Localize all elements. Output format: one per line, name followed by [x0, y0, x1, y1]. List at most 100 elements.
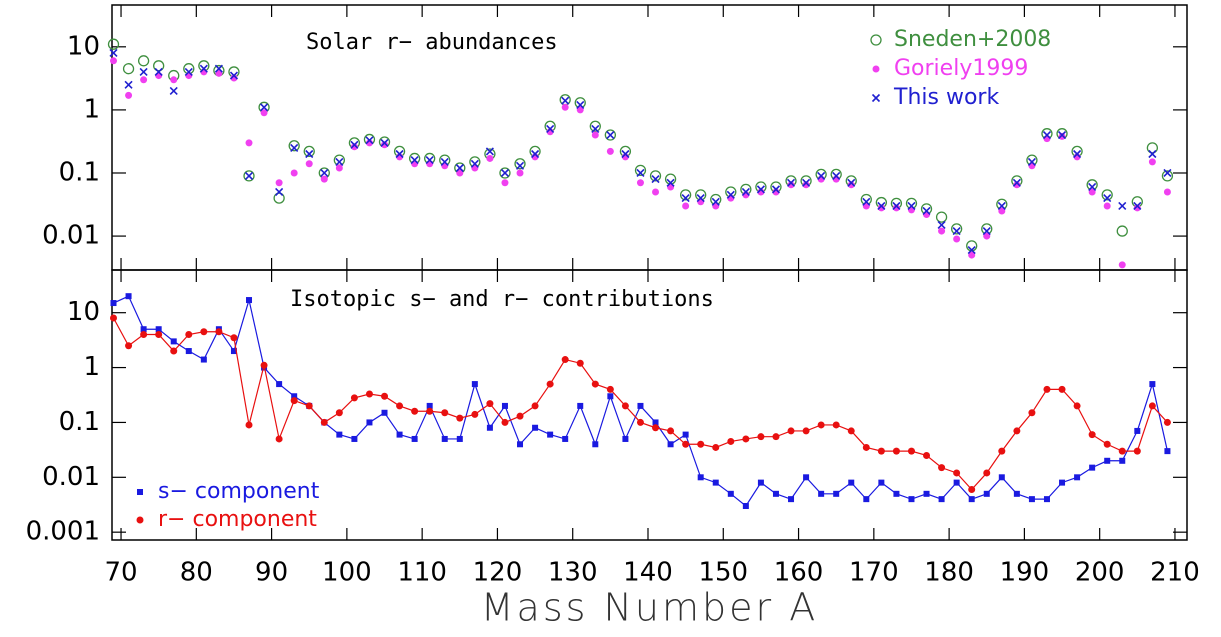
marker: [1148, 402, 1156, 410]
marker: [1043, 135, 1051, 143]
x-tick-label: 90: [255, 558, 288, 588]
marker: [950, 223, 963, 235]
marker: [983, 469, 991, 477]
marker: [592, 441, 599, 448]
marker: [872, 65, 880, 73]
marker: [1103, 202, 1111, 210]
marker: [847, 181, 855, 189]
marker: [907, 447, 915, 455]
marker: [546, 380, 554, 388]
marker: [649, 170, 662, 182]
marker: [787, 427, 795, 435]
marker: [140, 76, 148, 84]
marker: [456, 169, 464, 177]
marker: [953, 479, 960, 486]
marker: [847, 427, 855, 435]
marker: [200, 328, 208, 336]
marker: [1086, 179, 1098, 191]
marker: [1116, 225, 1128, 237]
marker: [305, 160, 313, 168]
marker: [803, 474, 810, 481]
x-tick-label: 170: [849, 558, 899, 588]
marker: [877, 204, 885, 212]
marker: [998, 207, 1006, 215]
marker: [967, 246, 976, 255]
marker: [471, 381, 478, 388]
marker: [531, 402, 539, 410]
x-axis-label: Mass Number A: [481, 586, 818, 630]
marker: [847, 178, 856, 187]
marker: [124, 80, 133, 89]
y-tick-label: 0.01: [42, 462, 100, 492]
marker: [275, 435, 283, 443]
marker: [1042, 130, 1052, 140]
marker: [877, 201, 886, 211]
marker: [243, 170, 255, 182]
marker: [862, 443, 870, 451]
marker: [395, 149, 404, 159]
marker: [576, 106, 584, 114]
marker: [923, 490, 930, 497]
marker: [320, 168, 329, 178]
marker: [576, 100, 585, 109]
marker: [109, 48, 118, 57]
marker: [952, 227, 961, 236]
marker: [290, 397, 298, 405]
marker: [622, 435, 629, 442]
marker: [1103, 194, 1112, 203]
marker: [938, 464, 946, 472]
marker: [485, 147, 494, 156]
marker: [335, 164, 343, 172]
marker: [576, 359, 584, 367]
marker: [516, 169, 524, 177]
marker: [591, 124, 600, 133]
marker: [246, 297, 253, 304]
marker: [938, 496, 945, 503]
marker: [727, 437, 735, 445]
marker: [907, 201, 916, 211]
marker: [652, 424, 660, 432]
x-tick-label: 110: [397, 558, 447, 588]
marker: [697, 474, 704, 481]
marker: [802, 181, 810, 189]
marker: [712, 479, 719, 486]
marker: [968, 251, 976, 259]
marker: [561, 356, 569, 364]
marker: [260, 103, 269, 112]
marker: [380, 138, 389, 147]
marker: [185, 348, 192, 355]
marker: [336, 431, 343, 438]
marker: [290, 143, 299, 152]
marker: [410, 156, 419, 165]
marker: [1118, 261, 1126, 269]
marker: [1161, 170, 1174, 182]
marker: [666, 178, 675, 187]
x-tick-label: 150: [698, 558, 748, 588]
marker: [968, 496, 975, 503]
marker: [1013, 490, 1020, 497]
marker: [832, 171, 841, 180]
marker: [937, 220, 946, 230]
marker: [877, 447, 885, 455]
marker: [215, 69, 223, 77]
marker: [320, 175, 328, 183]
marker: [697, 198, 705, 206]
x-tick-label: 80: [180, 558, 213, 588]
marker: [288, 140, 300, 152]
x-tick-label: 160: [774, 558, 824, 588]
marker: [833, 490, 840, 497]
marker: [305, 149, 314, 159]
marker: [396, 402, 404, 410]
marker: [1164, 448, 1171, 455]
marker: [185, 331, 193, 339]
marker: [275, 187, 284, 197]
marker: [682, 440, 690, 448]
marker: [772, 433, 780, 441]
x-tick-label: 70: [104, 558, 137, 588]
marker: [922, 206, 931, 216]
marker: [1028, 496, 1035, 503]
marker: [562, 435, 569, 442]
marker: [440, 157, 449, 166]
marker: [501, 179, 509, 187]
marker: [1118, 201, 1127, 211]
